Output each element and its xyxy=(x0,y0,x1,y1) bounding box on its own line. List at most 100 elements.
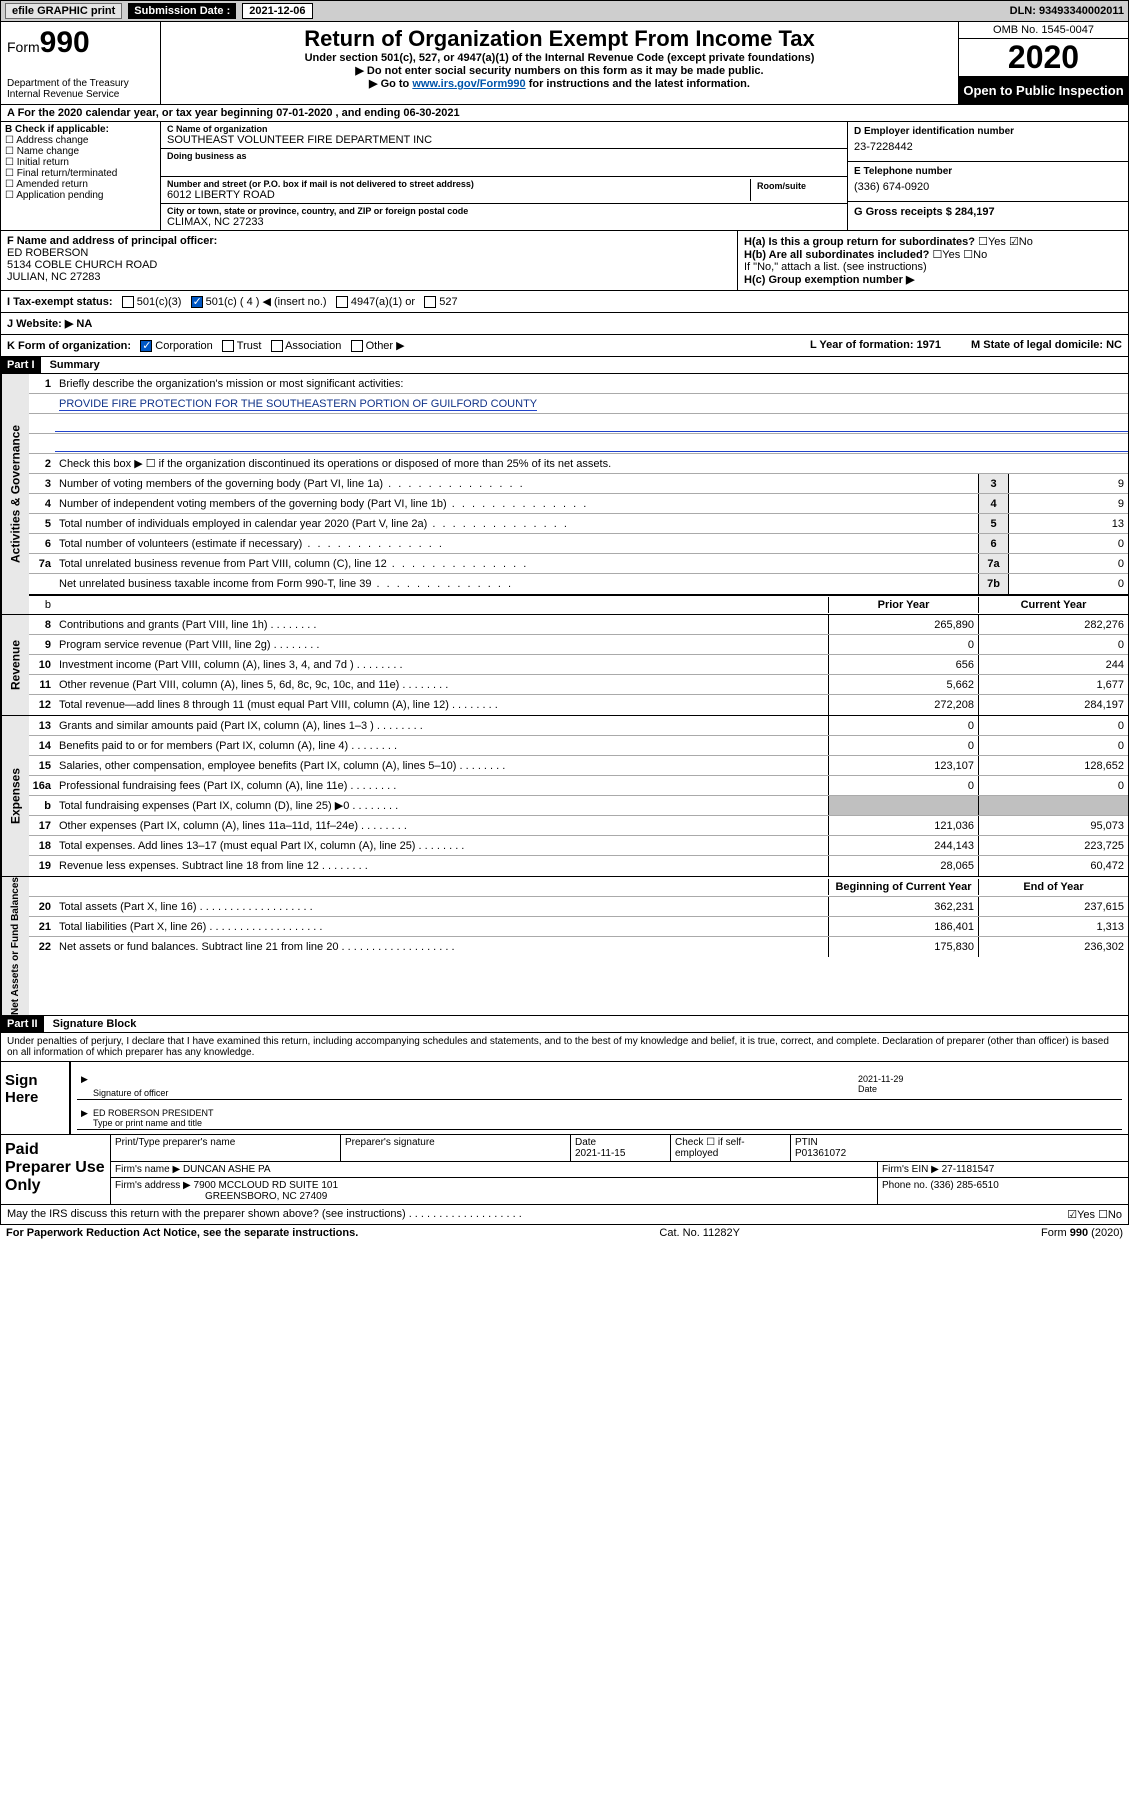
net-21-desc: Total liabilities (Part X, line 26) xyxy=(55,919,828,935)
ein-label: D Employer identification number xyxy=(854,126,1122,137)
may-irs-answer: ☑Yes ☐No xyxy=(1067,1208,1122,1221)
paid-preparer-label: Paid Preparer Use Only xyxy=(1,1135,111,1204)
chk-4947[interactable] xyxy=(336,296,348,308)
chk-amended[interactable]: Amended return xyxy=(5,179,156,190)
perjury-declaration: Under penalties of perjury, I declare th… xyxy=(0,1033,1129,1062)
chk-501c3[interactable] xyxy=(122,296,134,308)
room-label: Room/suite xyxy=(757,181,835,191)
row-k-form-org: K Form of organization: Corporation Trus… xyxy=(0,335,1129,357)
exp-14-prior: 0 xyxy=(828,736,978,755)
chk-name-change[interactable]: Name change xyxy=(5,146,156,157)
val-3: 9 xyxy=(1008,474,1128,493)
tax-year: 2020 xyxy=(959,39,1128,77)
side-revenue: Revenue xyxy=(1,615,29,715)
prep-self-emp: Check ☐ if self-employed xyxy=(671,1135,791,1161)
box-7b: 7b xyxy=(978,574,1008,594)
chk-corporation[interactable] xyxy=(140,340,152,352)
col-b-checkboxes: B Check if applicable: Address change Na… xyxy=(1,122,161,230)
box-5: 5 xyxy=(978,514,1008,533)
may-irs-question: May the IRS discuss this return with the… xyxy=(7,1208,522,1221)
sign-here-label: Sign Here xyxy=(1,1062,71,1134)
row-i-tax-status: I Tax-exempt status: 501(c)(3) 501(c) ( … xyxy=(0,291,1129,313)
exp-13-desc: Grants and similar amounts paid (Part IX… xyxy=(55,718,828,734)
net-21-begin: 186,401 xyxy=(828,917,978,936)
chk-527[interactable] xyxy=(424,296,436,308)
chk-initial-return[interactable]: Initial return xyxy=(5,157,156,168)
city-label: City or town, state or province, country… xyxy=(167,206,841,216)
chk-final-return[interactable]: Final return/terminated xyxy=(5,168,156,179)
side-expenses: Expenses xyxy=(1,716,29,876)
rev-8-desc: Contributions and grants (Part VIII, lin… xyxy=(55,617,828,633)
val-4: 9 xyxy=(1008,494,1128,513)
exp-14-current: 0 xyxy=(978,736,1128,755)
part-i-header: Part I Summary xyxy=(0,357,1129,374)
activities-governance: Activities & Governance 1 Briefly descri… xyxy=(0,374,1129,615)
section-bcdeg: B Check if applicable: Address change Na… xyxy=(0,122,1129,231)
chk-501c[interactable] xyxy=(191,296,203,308)
name-title-label: Type or print name and title xyxy=(93,1118,202,1128)
rev-11-desc: Other revenue (Part VIII, column (A), li… xyxy=(55,677,828,693)
rev-8-prior: 265,890 xyxy=(828,615,978,634)
may-irs-row: May the IRS discuss this return with the… xyxy=(0,1205,1129,1225)
exp-17-prior: 121,036 xyxy=(828,816,978,835)
box-7a: 7a xyxy=(978,554,1008,573)
exp-15-prior: 123,107 xyxy=(828,756,978,775)
prep-name-hdr: Print/Type preparer's name xyxy=(111,1135,341,1161)
efile-print-button[interactable]: efile GRAPHIC print xyxy=(5,3,122,19)
exp-b-desc: Total fundraising expenses (Part IX, col… xyxy=(55,797,828,814)
h-b-note: If "No," attach a list. (see instruction… xyxy=(744,261,1122,273)
box-4: 4 xyxy=(978,494,1008,513)
exp-13-current: 0 xyxy=(978,716,1128,735)
dln: DLN: 93493340002011 xyxy=(1010,5,1124,17)
val-7a: 0 xyxy=(1008,554,1128,573)
mission-text: PROVIDE FIRE PROTECTION FOR THE SOUTHEAS… xyxy=(59,398,537,411)
rev-12-current: 284,197 xyxy=(978,695,1128,715)
prep-date-value: 2021-11-15 xyxy=(575,1148,625,1159)
revenue-section: Revenue 8Contributions and grants (Part … xyxy=(0,615,1129,716)
exp-16a-prior: 0 xyxy=(828,776,978,795)
h-a: H(a) Is this a group return for subordin… xyxy=(744,235,1122,248)
rev-11-prior: 5,662 xyxy=(828,675,978,694)
firm-ein: 27-1181547 xyxy=(942,1164,995,1175)
hdr-end: End of Year xyxy=(978,879,1128,895)
chk-other[interactable] xyxy=(351,340,363,352)
chk-trust[interactable] xyxy=(222,340,234,352)
chk-association[interactable] xyxy=(271,340,283,352)
footer-catno: Cat. No. 11282Y xyxy=(659,1227,740,1239)
subtitle-1: Under section 501(c), 527, or 4947(a)(1)… xyxy=(169,52,950,64)
officer-name: ED ROBERSON xyxy=(7,247,88,259)
topbar: efile GRAPHIC print Submission Date : 20… xyxy=(0,0,1129,22)
exp-17-current: 95,073 xyxy=(978,816,1128,835)
exp-13-prior: 0 xyxy=(828,716,978,735)
box-3: 3 xyxy=(978,474,1008,493)
prep-sig-hdr: Preparer's signature xyxy=(341,1135,571,1161)
row-fh: F Name and address of principal officer:… xyxy=(0,231,1129,291)
exp-19-desc: Revenue less expenses. Subtract line 18 … xyxy=(55,858,828,874)
rev-9-current: 0 xyxy=(978,635,1128,654)
line-3-desc: Number of voting members of the governin… xyxy=(55,476,978,492)
exp-19-current: 60,472 xyxy=(978,856,1128,876)
net-21-end: 1,313 xyxy=(978,917,1128,936)
prep-date-hdr: Date xyxy=(575,1137,596,1148)
box-6: 6 xyxy=(978,534,1008,553)
exp-b-current xyxy=(978,796,1128,815)
net-20-desc: Total assets (Part X, line 16) xyxy=(55,899,828,915)
line-7a-desc: Total unrelated business revenue from Pa… xyxy=(55,556,978,572)
net-assets-section: Net Assets or Fund Balances Beginning of… xyxy=(0,877,1129,1016)
line-5-desc: Total number of individuals employed in … xyxy=(55,516,978,532)
open-public: Open to Public Inspection xyxy=(959,77,1128,104)
form990-link[interactable]: www.irs.gov/Form990 xyxy=(412,78,525,90)
exp-18-current: 223,725 xyxy=(978,836,1128,855)
omb-number: OMB No. 1545-0047 xyxy=(959,22,1128,39)
tel-value: (336) 674-0920 xyxy=(854,177,1122,197)
chk-application-pending[interactable]: Application pending xyxy=(5,190,156,201)
chk-address-change[interactable]: Address change xyxy=(5,135,156,146)
org-name: SOUTHEAST VOLUNTEER FIRE DEPARTMENT INC xyxy=(167,134,841,146)
sign-date-label: Date xyxy=(858,1084,877,1094)
line-6-desc: Total number of volunteers (estimate if … xyxy=(55,536,978,552)
exp-18-prior: 244,143 xyxy=(828,836,978,855)
firm-addr2: GREENSBORO, NC 27409 xyxy=(115,1191,327,1202)
firm-phone: (336) 285-6510 xyxy=(930,1180,998,1191)
h-b: H(b) Are all subordinates included? xyxy=(744,248,1122,261)
street-label: Number and street (or P.O. box if mail i… xyxy=(167,179,750,189)
